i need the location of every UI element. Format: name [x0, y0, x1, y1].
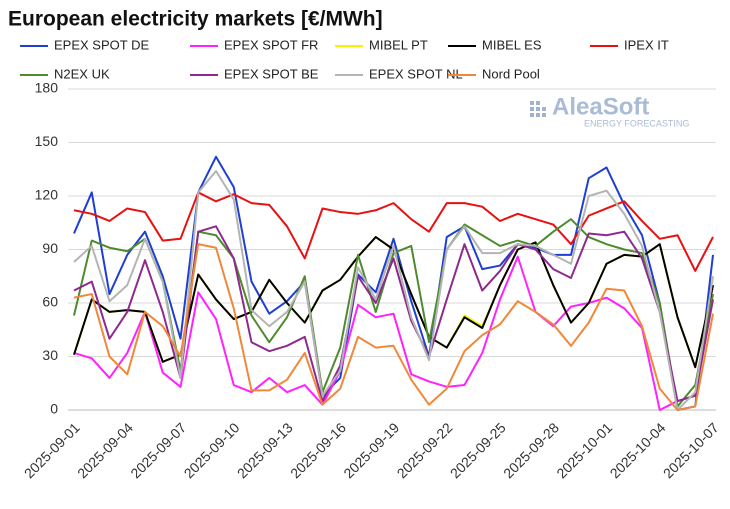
- watermark-subtitle: ENERGY FORECASTING: [584, 118, 689, 128]
- x-tick-label: 2025-09-04: [74, 419, 136, 481]
- legend-label: MIBEL ES: [482, 37, 542, 52]
- y-tick-label: 90: [42, 240, 58, 256]
- x-tick-label: 2025-09-13: [234, 419, 296, 481]
- x-tick-label: 2025-09-10: [181, 419, 243, 481]
- y-tick-label: 150: [35, 133, 59, 149]
- x-tick-label: 2025-09-07: [127, 419, 189, 481]
- series-line: [73, 255, 714, 411]
- series-line: [73, 170, 714, 411]
- chart-title: European electricity markets [€/MWh]: [8, 8, 383, 31]
- legend-label: EPEX SPOT DE: [54, 37, 149, 52]
- legend-label: EPEX SPOT NL: [369, 66, 463, 81]
- x-tick-label: 2025-10-07: [660, 419, 722, 481]
- x-tick-label: 2025-09-22: [394, 419, 456, 481]
- legend-label: Nord Pool: [482, 66, 540, 81]
- legend-label: N2EX UK: [54, 66, 110, 81]
- x-tick-label: 2025-09-28: [500, 419, 562, 481]
- watermark: AleaSoft: [552, 93, 649, 120]
- y-tick-label: 180: [35, 80, 59, 96]
- legend-label: EPEX SPOT FR: [224, 37, 318, 52]
- legend-label: IPEX IT: [624, 37, 669, 52]
- x-tick-label: 2025-09-01: [21, 419, 83, 481]
- series-line: [73, 191, 714, 272]
- y-tick-label: 120: [35, 187, 59, 203]
- series-line: [73, 155, 714, 411]
- y-tick-label: 0: [50, 401, 58, 417]
- x-tick-label: 2025-09-25: [447, 419, 509, 481]
- x-tick-label: 2025-09-19: [340, 419, 402, 481]
- y-tick-label: 60: [42, 294, 58, 310]
- legend-label: MIBEL PT: [369, 37, 428, 52]
- x-tick-label: 2025-09-16: [287, 419, 349, 481]
- x-tick-label: 2025-10-04: [607, 419, 669, 481]
- watermark-logo: [530, 101, 546, 117]
- y-tick-label: 30: [42, 347, 58, 363]
- legend-label: EPEX SPOT BE: [224, 66, 319, 81]
- x-tick-label: 2025-10-01: [553, 419, 615, 481]
- series-line: [73, 243, 714, 411]
